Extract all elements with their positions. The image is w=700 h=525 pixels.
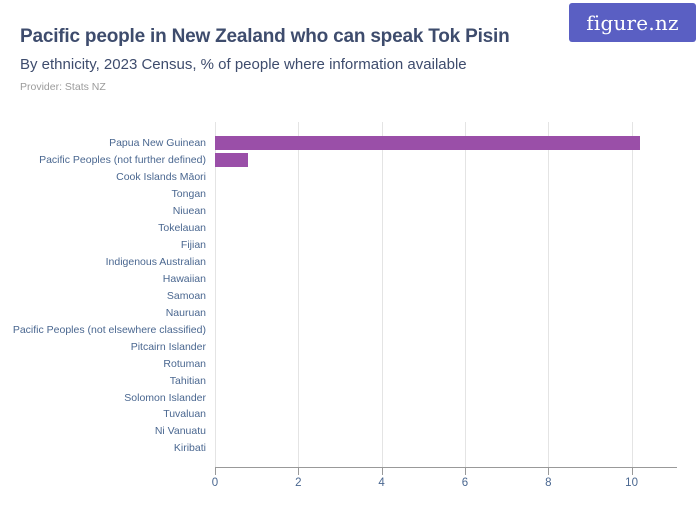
category-label: Tahitian [169,374,206,387]
x-axis-line [215,467,677,468]
figurenz-logo[interactable]: figure.nz [569,3,696,42]
x-axis-tick [548,468,550,475]
bar [215,153,249,168]
bar-track [215,238,677,252]
category-label: Kiribati [173,442,206,455]
bar-track [215,374,677,388]
x-axis-tick-label: 8 [545,477,552,489]
bar-track [215,408,677,422]
bar-track [215,187,677,201]
chart-row: Niuean [0,203,677,220]
bar-track [215,357,677,371]
gridline [215,122,216,467]
page-title: Pacific people in New Zealand who can sp… [20,26,510,47]
gridlines [215,122,677,467]
x-axis-tick [215,468,216,475]
category-label: Papua New Guinean [109,137,206,150]
bar [215,136,640,151]
bar-track [215,204,677,218]
chart-row: Tongan [0,186,677,203]
chart-row: Solomon Islander [0,389,677,406]
category-label: Tongan [171,188,206,201]
provider-note: Provider: Stats NZ [20,81,106,93]
category-label: Pacific Peoples (not elsewhere classifie… [12,323,206,336]
x-axis: 0 2 4 6 8 10 [211,467,677,501]
chart-row: Tuvaluan [0,406,677,423]
category-label: Pacific Peoples (not further defined) [39,154,206,167]
chart-rows: Papua New Guinean Pacific Peoples (not fu… [0,135,677,457]
chart-row: Samoan [0,288,677,305]
bar-track [215,153,677,168]
chart-row: Pitcairn Islander [0,338,677,355]
x-axis-tick [381,468,383,475]
chart-row: Rotuman [0,355,677,372]
gridline [631,122,633,467]
chart-row: Pacific Peoples (not elsewhere classifie… [0,321,677,338]
chart-row: Pacific Peoples (not further defined) [0,152,677,169]
chart-row: Cook Islands Māori [0,169,677,186]
x-axis-tick [631,468,633,475]
chart-row: Fijian [0,237,677,254]
bar-track [215,170,677,184]
x-axis-tick [298,468,300,475]
bar-track [215,221,677,235]
chart-row: Nauruan [0,305,677,322]
chart-row: Kiribati [0,440,677,457]
category-label: Fijian [180,238,206,251]
chart-row: Tahitian [0,372,677,389]
bar-track [215,289,677,303]
x-axis-tick-label: 4 [378,477,385,489]
category-label: Ni Vanuatu [154,425,206,438]
x-axis-tick-label: 2 [295,477,302,489]
x-axis-tick-label: 6 [461,477,469,489]
bar-track [215,391,677,405]
category-label: Tokelauan [158,221,206,234]
page-subtitle: By ethnicity, 2023 Census, % of people w… [20,56,467,73]
category-label: Tuvaluan [163,408,206,421]
chart-row: Indigenous Australian [0,254,677,271]
bar-track [215,136,677,151]
gridline [381,122,383,467]
bar-track [215,306,677,320]
chart-row: Hawaiian [0,271,677,288]
chart-row: Tokelauan [0,220,677,237]
category-label: Niuean [172,205,206,218]
chart-row: Ni Vanuatu [0,423,677,440]
category-label: Pitcairn Islander [130,340,206,353]
bar-track [215,340,677,354]
bar-chart: Papua New Guinean Pacific Peoples (not fu… [0,122,700,501]
category-label: Samoan [166,289,206,302]
category-label: Indigenous Australian [105,255,206,268]
category-label: Hawaiian [162,272,206,285]
category-label: Solomon Islander [124,391,206,404]
bar-track [215,255,677,269]
x-axis-tick-label: 0 [211,477,219,489]
gridline [298,122,300,467]
bar-track [215,323,677,337]
x-axis-tick [464,468,466,475]
bar-track [215,425,677,439]
gridline [464,122,466,467]
category-label: Cook Islands Māori [116,171,206,184]
chart-row: Papua New Guinean [0,135,677,152]
bar-track [215,272,677,286]
category-label: Nauruan [165,306,206,319]
gridline [548,122,550,467]
plot-area: Papua New Guinean Pacific Peoples (not fu… [0,122,700,467]
category-label: Rotuman [163,357,206,370]
bar-track [215,442,677,456]
x-axis-tick-label: 10 [625,477,638,489]
figurenz-logo-text: figure.nz [586,10,679,35]
